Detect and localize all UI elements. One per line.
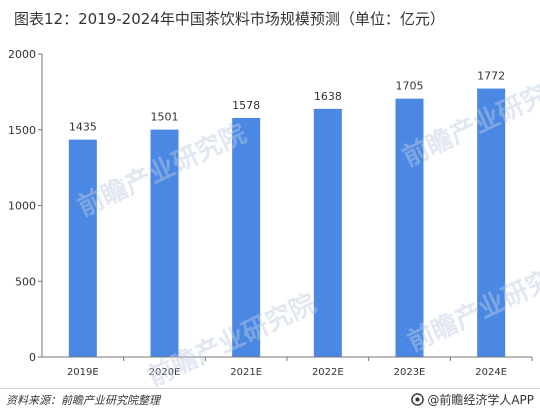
bar-2019E (68, 139, 97, 357)
footer-divider (0, 388, 540, 389)
source-note: 资料来源：前瞻产业研究院整理 (6, 394, 160, 407)
bar-2024E (477, 88, 506, 358)
x-tick-label: 2020E (149, 367, 181, 378)
bar-2022E (313, 108, 342, 357)
bars: 1435 1501 1578 1638 1705 1772 (68, 70, 506, 358)
brand-label: @前瞻经济学人APP (427, 393, 534, 407)
data-label: 1501 (151, 111, 179, 124)
y-tick-label: 0 (29, 351, 36, 364)
brand-logo-icon (411, 393, 425, 406)
bar-2023E (395, 98, 424, 357)
data-label: 1705 (396, 80, 424, 93)
brand-credit: @前瞻经济学人APP (411, 391, 534, 408)
data-label: 1578 (232, 99, 260, 112)
data-label: 1638 (314, 90, 342, 103)
data-label: 1435 (69, 121, 97, 134)
x-tick-label: 2019E (67, 367, 99, 378)
x-tick-label: 2021E (230, 367, 262, 378)
chart-title: 图表12：2019-2024年中国茶饮料市场规模预测（单位：亿元） (14, 10, 445, 28)
y-tick-label: 500 (15, 275, 36, 288)
bar-2020E (150, 129, 179, 357)
x-axis: 2019E 2020E 2021E 2022E 2023E 2024E (42, 356, 533, 378)
y-tick-label: 1500 (8, 124, 36, 137)
y-tick-label: 2000 (8, 48, 36, 61)
bar-chart: 0 500 1000 1500 2000 1435 1501 1578 1638 1705 177… (8, 48, 533, 378)
x-tick-label: 2023E (394, 367, 426, 378)
x-tick-label: 2024E (475, 367, 507, 378)
bar-2021E (232, 117, 261, 357)
y-axis: 0 500 1000 1500 2000 (8, 48, 43, 364)
y-tick-label: 1000 (8, 200, 36, 213)
x-tick-label: 2022E (312, 367, 344, 378)
data-label: 1772 (477, 70, 505, 83)
